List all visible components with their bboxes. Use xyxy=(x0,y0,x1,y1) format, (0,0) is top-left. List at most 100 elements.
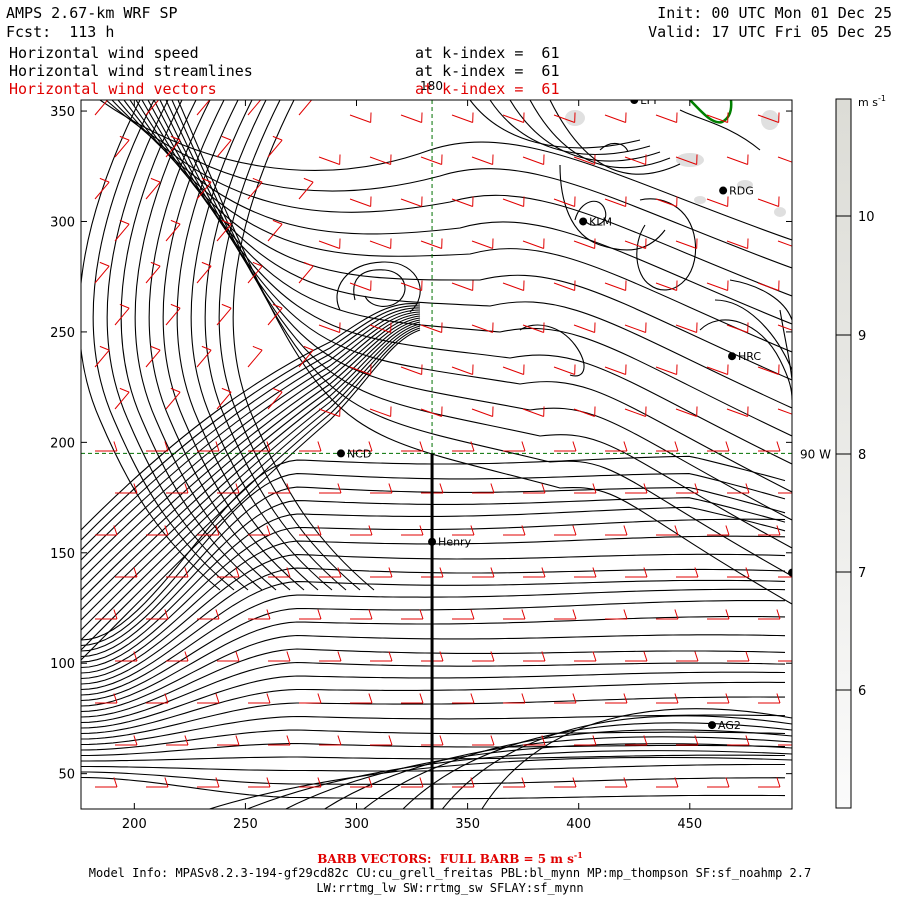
wind-barb xyxy=(166,651,189,662)
wind-barb xyxy=(145,261,161,284)
station-dot xyxy=(728,352,737,361)
station-marker: NCD xyxy=(336,447,371,460)
wind-barb xyxy=(656,609,679,620)
wind-barb xyxy=(502,364,525,375)
wind-barb xyxy=(553,112,576,123)
wind-barb xyxy=(707,777,730,788)
wind-barb xyxy=(573,238,596,249)
wind-barb xyxy=(318,238,341,249)
wind-barb xyxy=(114,303,130,326)
wind-barb xyxy=(197,525,220,536)
wind-barb xyxy=(604,196,627,207)
station-dot xyxy=(788,568,792,577)
plot-title: AMPS 2.67-km WRF SP xyxy=(6,4,178,22)
wind-barb xyxy=(727,483,750,494)
wind-barb xyxy=(452,777,475,788)
wind-barb xyxy=(216,387,232,410)
wind-barb xyxy=(401,441,424,452)
field-label-streamlines: Horizontal wind streamlines xyxy=(9,62,253,80)
wind-barb xyxy=(676,651,699,662)
wind-barb xyxy=(319,567,342,578)
wind-barb xyxy=(145,177,161,200)
wind-barb xyxy=(675,154,698,165)
station-label: LYT xyxy=(640,94,658,107)
wind-barb xyxy=(777,408,792,415)
wind-barb xyxy=(217,735,240,746)
wind-barb xyxy=(758,609,781,620)
wind-barb xyxy=(573,406,596,417)
wind-barb xyxy=(605,693,628,704)
wind-barb xyxy=(706,112,729,123)
wind-barb xyxy=(267,387,283,410)
wind-barb xyxy=(706,364,729,375)
station-label: KLM xyxy=(589,215,612,228)
wind-barb xyxy=(318,406,341,417)
wind-barb xyxy=(706,280,729,291)
wind-barb xyxy=(471,322,494,333)
wind-barb xyxy=(655,280,678,291)
colorbar-label: 8 xyxy=(858,448,866,463)
wind-barb xyxy=(420,154,443,165)
wind-barbs xyxy=(94,100,792,788)
wind-barb xyxy=(471,406,494,417)
wind-barb xyxy=(217,483,240,494)
wind-barb xyxy=(727,567,750,578)
wind-barb xyxy=(216,135,232,158)
x-tick-label: 300 xyxy=(344,817,369,832)
wind-barb xyxy=(726,406,749,417)
stations: LYT RDG KLM HRC NCD Henry AG2 xyxy=(336,94,792,732)
wind-barb xyxy=(165,219,181,242)
wind-barb xyxy=(605,525,628,536)
wind-barb xyxy=(656,693,679,704)
wind-barb xyxy=(554,441,577,452)
wind-barb xyxy=(319,735,342,746)
wind-barb xyxy=(503,441,526,452)
wind-barb xyxy=(196,100,211,116)
wind-barb xyxy=(318,154,341,165)
wind-barb xyxy=(369,406,392,417)
wind-barb xyxy=(471,154,494,165)
wind-barb xyxy=(707,441,730,452)
wind-barb xyxy=(95,441,118,452)
wind-barb xyxy=(502,112,525,123)
wind-barb xyxy=(707,525,730,536)
coastline xyxy=(689,100,733,124)
wind-barb xyxy=(757,112,780,123)
wind-barb xyxy=(676,567,699,578)
wind-barb xyxy=(350,609,373,620)
wind-barb xyxy=(217,651,240,662)
wind-barb xyxy=(268,735,291,746)
station-dot xyxy=(708,721,717,730)
wind-barb xyxy=(216,219,232,242)
wind-barb xyxy=(553,364,576,375)
wind-barb xyxy=(400,280,423,291)
wind-barb xyxy=(777,156,792,163)
wind-barb xyxy=(267,135,283,158)
y-tick-label: 100 xyxy=(50,657,75,672)
wind-barb xyxy=(166,483,189,494)
wind-barb xyxy=(165,303,181,326)
wind-barb xyxy=(248,693,271,704)
wind-barb xyxy=(420,322,443,333)
wind-barb xyxy=(196,345,212,368)
wind-barb xyxy=(369,154,392,165)
wind-barb xyxy=(452,441,475,452)
wind-barb xyxy=(370,651,393,662)
wind-barb xyxy=(247,345,263,368)
station-label: NCD xyxy=(347,447,371,460)
wind-barb xyxy=(196,261,212,284)
station-marker: Henry xyxy=(428,536,472,549)
wind-barb xyxy=(624,238,647,249)
colorbar-unit: m s-1 xyxy=(858,94,886,109)
wind-barb xyxy=(758,777,781,788)
wind-barb xyxy=(605,777,628,788)
wind-barb xyxy=(370,735,393,746)
station-label: Henry xyxy=(438,536,472,549)
wind-barb xyxy=(114,135,130,158)
y-axis: 50 100 150 200 250 300 350 xyxy=(50,105,792,783)
station-label: AG2 xyxy=(718,719,741,732)
wind-barb xyxy=(778,492,792,494)
wind-barb xyxy=(197,441,220,452)
wind-barb xyxy=(604,112,627,123)
